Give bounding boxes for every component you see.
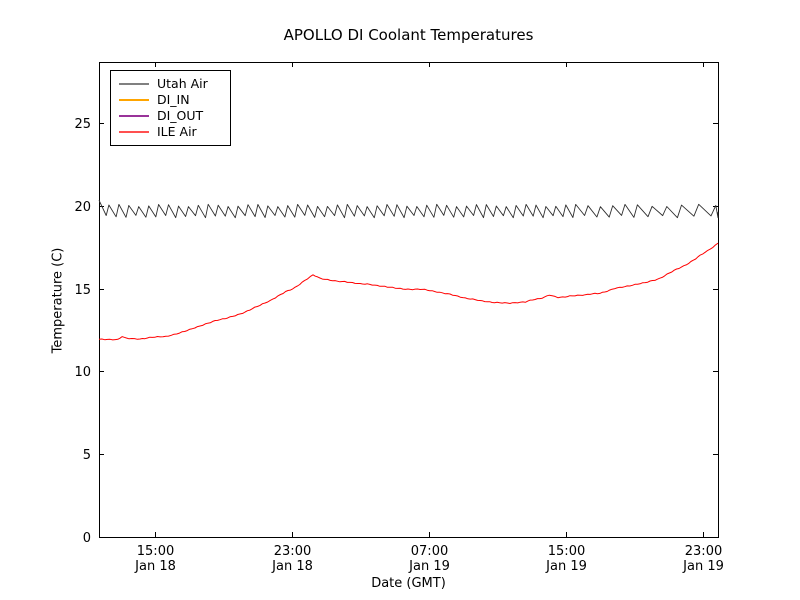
- axes-frame: [99, 62, 719, 538]
- x-tick-label-time: 23:00: [274, 544, 311, 559]
- x-axis-label: Date (GMT): [371, 576, 446, 591]
- legend-label-ile-air: ILE Air: [157, 124, 197, 139]
- legend-item-utah-air: Utah Air: [119, 76, 224, 92]
- legend: Utah Air DI_IN DI_OUT ILE Air: [110, 70, 231, 146]
- y-tick-label: 5: [83, 448, 91, 463]
- x-tick-label-time: 07:00: [411, 544, 448, 559]
- series-line-ile-air: [98, 242, 719, 341]
- legend-line-swatch-ile-air: [119, 131, 149, 133]
- x-tick-label-time: 15:00: [137, 544, 174, 559]
- x-tick-label-date: Jan 18: [271, 559, 313, 574]
- legend-label-utah-air: Utah Air: [157, 76, 208, 91]
- x-tick-label-date: Jan 19: [545, 559, 587, 574]
- y-tick-label: 15: [74, 283, 91, 298]
- legend-label-di-out: DI_OUT: [157, 108, 204, 123]
- x-tick-label-date: Jan 19: [408, 559, 450, 574]
- x-tick-label-time: 15:00: [548, 544, 585, 559]
- legend-line-swatch-di-out: [119, 115, 149, 117]
- chart-title: APOLLO DI Coolant Temperatures: [283, 26, 534, 44]
- series-line-utah-air: [98, 200, 719, 219]
- x-tick-label-time: 23:00: [685, 544, 722, 559]
- legend-label-di-in: DI_IN: [157, 92, 190, 107]
- legend-line-swatch-di-in: [119, 99, 149, 101]
- x-tick-label-date: Jan 18: [134, 559, 176, 574]
- y-tick-label: 25: [74, 117, 91, 132]
- y-tick-label: 0: [83, 531, 91, 546]
- y-tick-label: 20: [74, 200, 91, 215]
- legend-line-swatch-utah-air: [119, 83, 149, 85]
- legend-item-di-in: DI_IN: [119, 92, 224, 108]
- x-tick-label-date: Jan 19: [682, 559, 724, 574]
- legend-item-di-out: DI_OUT: [119, 108, 224, 124]
- legend-item-ile-air: ILE Air: [119, 124, 224, 140]
- y-tick-label: 10: [74, 365, 91, 380]
